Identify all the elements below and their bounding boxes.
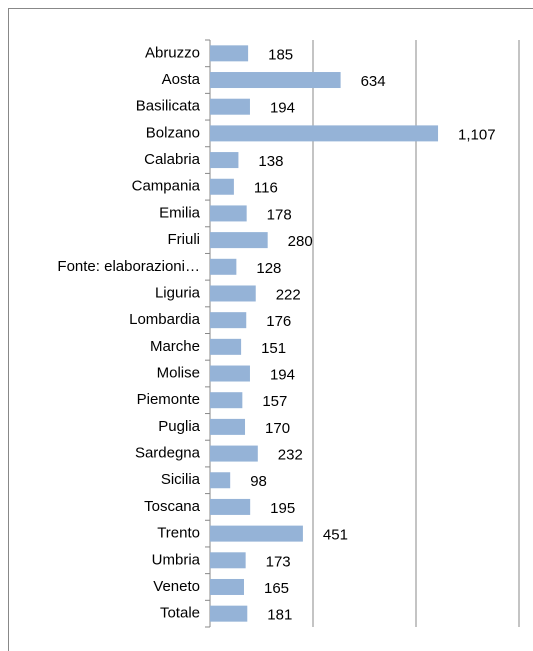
bar xyxy=(210,312,247,329)
bar xyxy=(210,605,248,622)
category-label: Calabria xyxy=(144,151,201,168)
bar xyxy=(210,578,244,595)
data-label: 173 xyxy=(266,553,291,570)
category-label: Umbria xyxy=(152,551,201,568)
data-label: 170 xyxy=(265,420,290,437)
bar xyxy=(210,338,242,355)
category-label: Trento xyxy=(157,525,200,542)
data-label: 451 xyxy=(323,527,348,544)
bar xyxy=(210,472,231,489)
bar xyxy=(210,418,246,435)
category-label: Molise xyxy=(157,364,200,381)
data-label: 165 xyxy=(264,580,289,597)
category-label: Emilia xyxy=(159,204,200,221)
category-label: Sardegna xyxy=(135,445,201,462)
data-label: 178 xyxy=(267,206,292,223)
bar xyxy=(210,72,341,89)
data-label: 232 xyxy=(278,447,303,464)
bar xyxy=(210,498,251,515)
data-label: 280 xyxy=(288,233,313,250)
category-label: Liguria xyxy=(155,284,201,301)
chart-frame xyxy=(8,8,533,651)
bar xyxy=(210,232,268,249)
data-label: 1,107 xyxy=(458,126,496,143)
bar xyxy=(210,445,258,462)
category-label: Fonte: elaborazioni… xyxy=(57,258,200,275)
bar xyxy=(210,552,246,569)
category-label: Lombardia xyxy=(129,311,201,328)
data-label: 181 xyxy=(267,607,292,624)
data-label: 151 xyxy=(261,340,286,357)
category-label: Puglia xyxy=(158,418,200,435)
category-label: Bolzano xyxy=(146,124,200,141)
data-label: 157 xyxy=(262,393,287,410)
bar xyxy=(210,525,303,542)
bar xyxy=(210,205,247,222)
bar xyxy=(210,98,250,115)
category-label: Sicilia xyxy=(161,471,201,488)
data-label: 194 xyxy=(270,366,295,383)
bar xyxy=(210,258,237,275)
category-label: Basilicata xyxy=(136,98,201,115)
bar xyxy=(210,125,439,142)
category-label: Veneto xyxy=(153,578,200,595)
category-label: Abruzzo xyxy=(145,44,200,61)
data-label: 176 xyxy=(266,313,291,330)
category-label: Piemonte xyxy=(137,391,200,408)
data-label: 195 xyxy=(270,500,295,517)
data-label: 222 xyxy=(276,286,301,303)
bar xyxy=(210,285,256,302)
data-label: 138 xyxy=(258,153,283,170)
category-label: Totale xyxy=(160,605,200,622)
data-label: 128 xyxy=(256,260,281,277)
data-label: 98 xyxy=(250,473,267,490)
category-label: Marche xyxy=(150,338,200,355)
data-label: 634 xyxy=(361,73,386,90)
category-label: Friuli xyxy=(168,231,201,248)
data-label: 185 xyxy=(268,46,293,63)
bar xyxy=(210,152,239,169)
category-label: Aosta xyxy=(162,71,201,88)
bar xyxy=(210,365,250,382)
category-label: Toscana xyxy=(144,498,201,515)
category-label: Campania xyxy=(132,178,201,195)
bar xyxy=(210,392,243,409)
bar xyxy=(210,178,234,195)
data-label: 194 xyxy=(270,100,295,117)
bar xyxy=(210,45,249,62)
data-label: 116 xyxy=(254,180,278,197)
